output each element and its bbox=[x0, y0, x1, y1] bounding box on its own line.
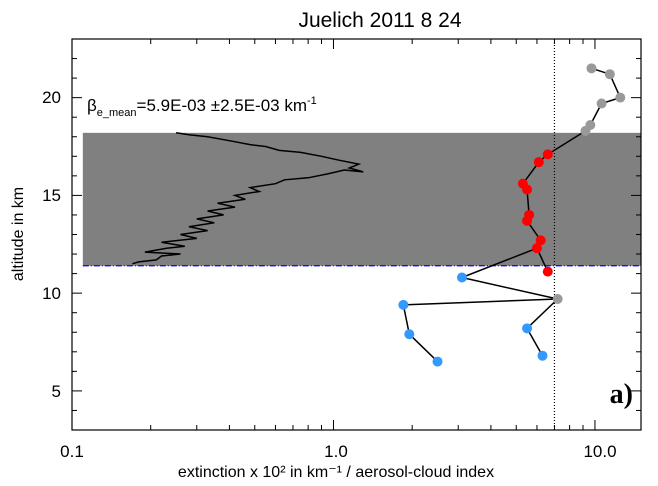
index-segment-18 bbox=[408, 333, 439, 363]
y-axis-label: altitude in km bbox=[10, 187, 27, 281]
x-axis-label: extinction x 10² in km⁻¹ / aerosol-cloud… bbox=[178, 464, 494, 481]
index-point-6 bbox=[542, 149, 553, 160]
y-tick-label-20: 20 bbox=[42, 88, 61, 107]
index-point-13 bbox=[531, 243, 542, 254]
chart-title: Juelich 2011 8 24 bbox=[298, 9, 461, 32]
y-tick-label-10: 10 bbox=[42, 284, 61, 303]
beta-symbol: β bbox=[87, 96, 97, 115]
x-tick-label-2: 10.0 bbox=[583, 442, 616, 461]
extinction-profile-line bbox=[132, 132, 364, 265]
x-tick-label-0: 0.1 bbox=[60, 442, 84, 461]
index-point-21 bbox=[537, 350, 548, 361]
index-point-7 bbox=[533, 157, 544, 168]
plot-area bbox=[71, 38, 642, 431]
index-point-18 bbox=[404, 329, 415, 340]
beta-subscript: e_mean bbox=[97, 107, 137, 119]
index-point-19 bbox=[432, 356, 443, 367]
beta-annotation: βe_mean=5.9E-03 ±2.5E-03 km-1 bbox=[87, 95, 317, 119]
index-segment-5 bbox=[547, 130, 586, 155]
index-point-16 bbox=[552, 294, 563, 305]
index-point-0 bbox=[586, 63, 597, 74]
panel-label: a) bbox=[610, 379, 633, 410]
index-segment-15 bbox=[461, 276, 558, 300]
index-point-20 bbox=[522, 323, 533, 334]
index-point-2 bbox=[615, 92, 626, 103]
index-point-9 bbox=[522, 184, 533, 195]
index-point-11 bbox=[522, 215, 533, 226]
index-point-17 bbox=[398, 299, 409, 310]
index-segment-19 bbox=[526, 298, 559, 329]
index-segment-20 bbox=[526, 327, 544, 357]
index-point-12 bbox=[535, 235, 546, 246]
index-point-1 bbox=[604, 69, 615, 80]
x-tick-label-1: 1.0 bbox=[324, 442, 348, 461]
index-point-14 bbox=[542, 266, 553, 277]
beta-unit-superscript: -1 bbox=[307, 95, 317, 107]
index-segment-14 bbox=[461, 247, 538, 279]
cloud-layer-band bbox=[82, 132, 641, 266]
index-point-5 bbox=[580, 125, 591, 136]
index-point-15 bbox=[456, 272, 467, 283]
index-point-3 bbox=[596, 98, 607, 109]
y-tick-label-15: 15 bbox=[42, 186, 61, 205]
y-tick-label-5: 5 bbox=[52, 382, 61, 401]
index-segment-16 bbox=[403, 298, 558, 306]
beta-value: =5.9E-03 ±2.5E-03 km bbox=[137, 96, 307, 115]
